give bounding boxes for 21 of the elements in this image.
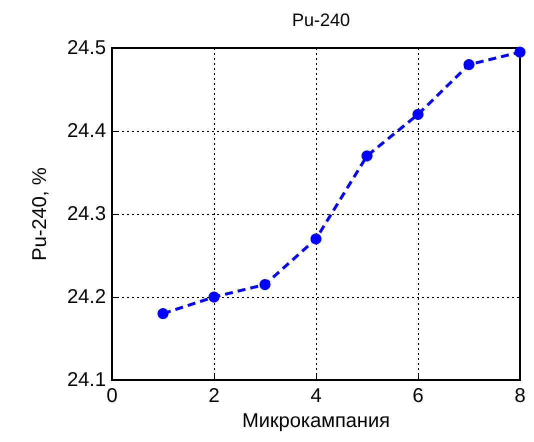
point [260,279,270,290]
point [158,308,168,320]
x-tick-label: 4 [310,385,322,407]
y-axis-title: Pu-240, % [29,167,51,261]
y-tick-label: 24.3 [67,203,106,225]
point [412,108,424,120]
y-tick-label: 24.5 [67,37,106,59]
x-tick-label: 6 [412,385,424,407]
x-axis-title: Микрокампания [242,410,390,432]
point [310,233,322,244]
y-tick-label: 24.2 [67,286,106,308]
x-tick-label: 0 [106,385,118,407]
point [362,150,372,162]
point [464,59,474,70]
chart-title: Pu-240 [292,10,350,30]
point [208,292,220,302]
point [514,46,526,58]
x-tick-label: 8 [514,385,526,407]
y-tick-label: 24.1 [67,369,106,391]
x-tick-label: 2 [208,385,220,407]
y-tick-label: 24.4 [67,120,106,142]
